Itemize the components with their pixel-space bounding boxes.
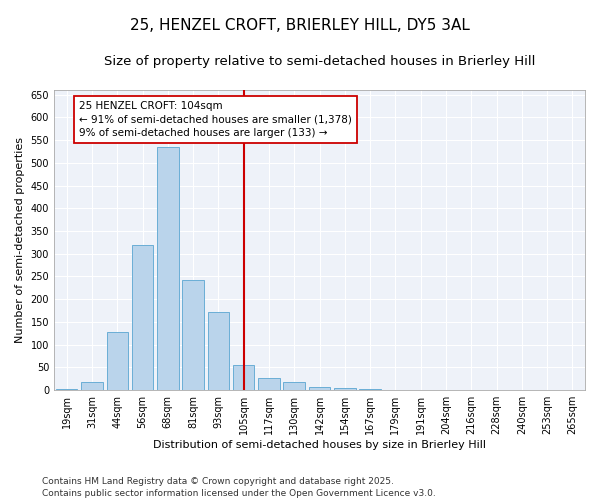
Bar — [208, 312, 229, 390]
Bar — [258, 378, 280, 390]
Bar — [132, 244, 153, 390]
Title: Size of property relative to semi-detached houses in Brierley Hill: Size of property relative to semi-detach… — [104, 55, 535, 68]
Bar — [56, 389, 77, 390]
Bar — [157, 147, 179, 390]
X-axis label: Distribution of semi-detached houses by size in Brierley Hill: Distribution of semi-detached houses by … — [153, 440, 486, 450]
Bar — [107, 332, 128, 390]
Text: 25, HENZEL CROFT, BRIERLEY HILL, DY5 3AL: 25, HENZEL CROFT, BRIERLEY HILL, DY5 3AL — [130, 18, 470, 32]
Text: 25 HENZEL CROFT: 104sqm
← 91% of semi-detached houses are smaller (1,378)
9% of : 25 HENZEL CROFT: 104sqm ← 91% of semi-de… — [79, 102, 352, 138]
Bar — [182, 280, 204, 390]
Y-axis label: Number of semi-detached properties: Number of semi-detached properties — [15, 137, 25, 343]
Bar — [81, 382, 103, 390]
Bar — [283, 382, 305, 390]
Text: Contains HM Land Registry data © Crown copyright and database right 2025.
Contai: Contains HM Land Registry data © Crown c… — [42, 476, 436, 498]
Bar — [334, 388, 356, 390]
Bar — [359, 389, 381, 390]
Bar — [233, 365, 254, 390]
Bar — [309, 386, 330, 390]
